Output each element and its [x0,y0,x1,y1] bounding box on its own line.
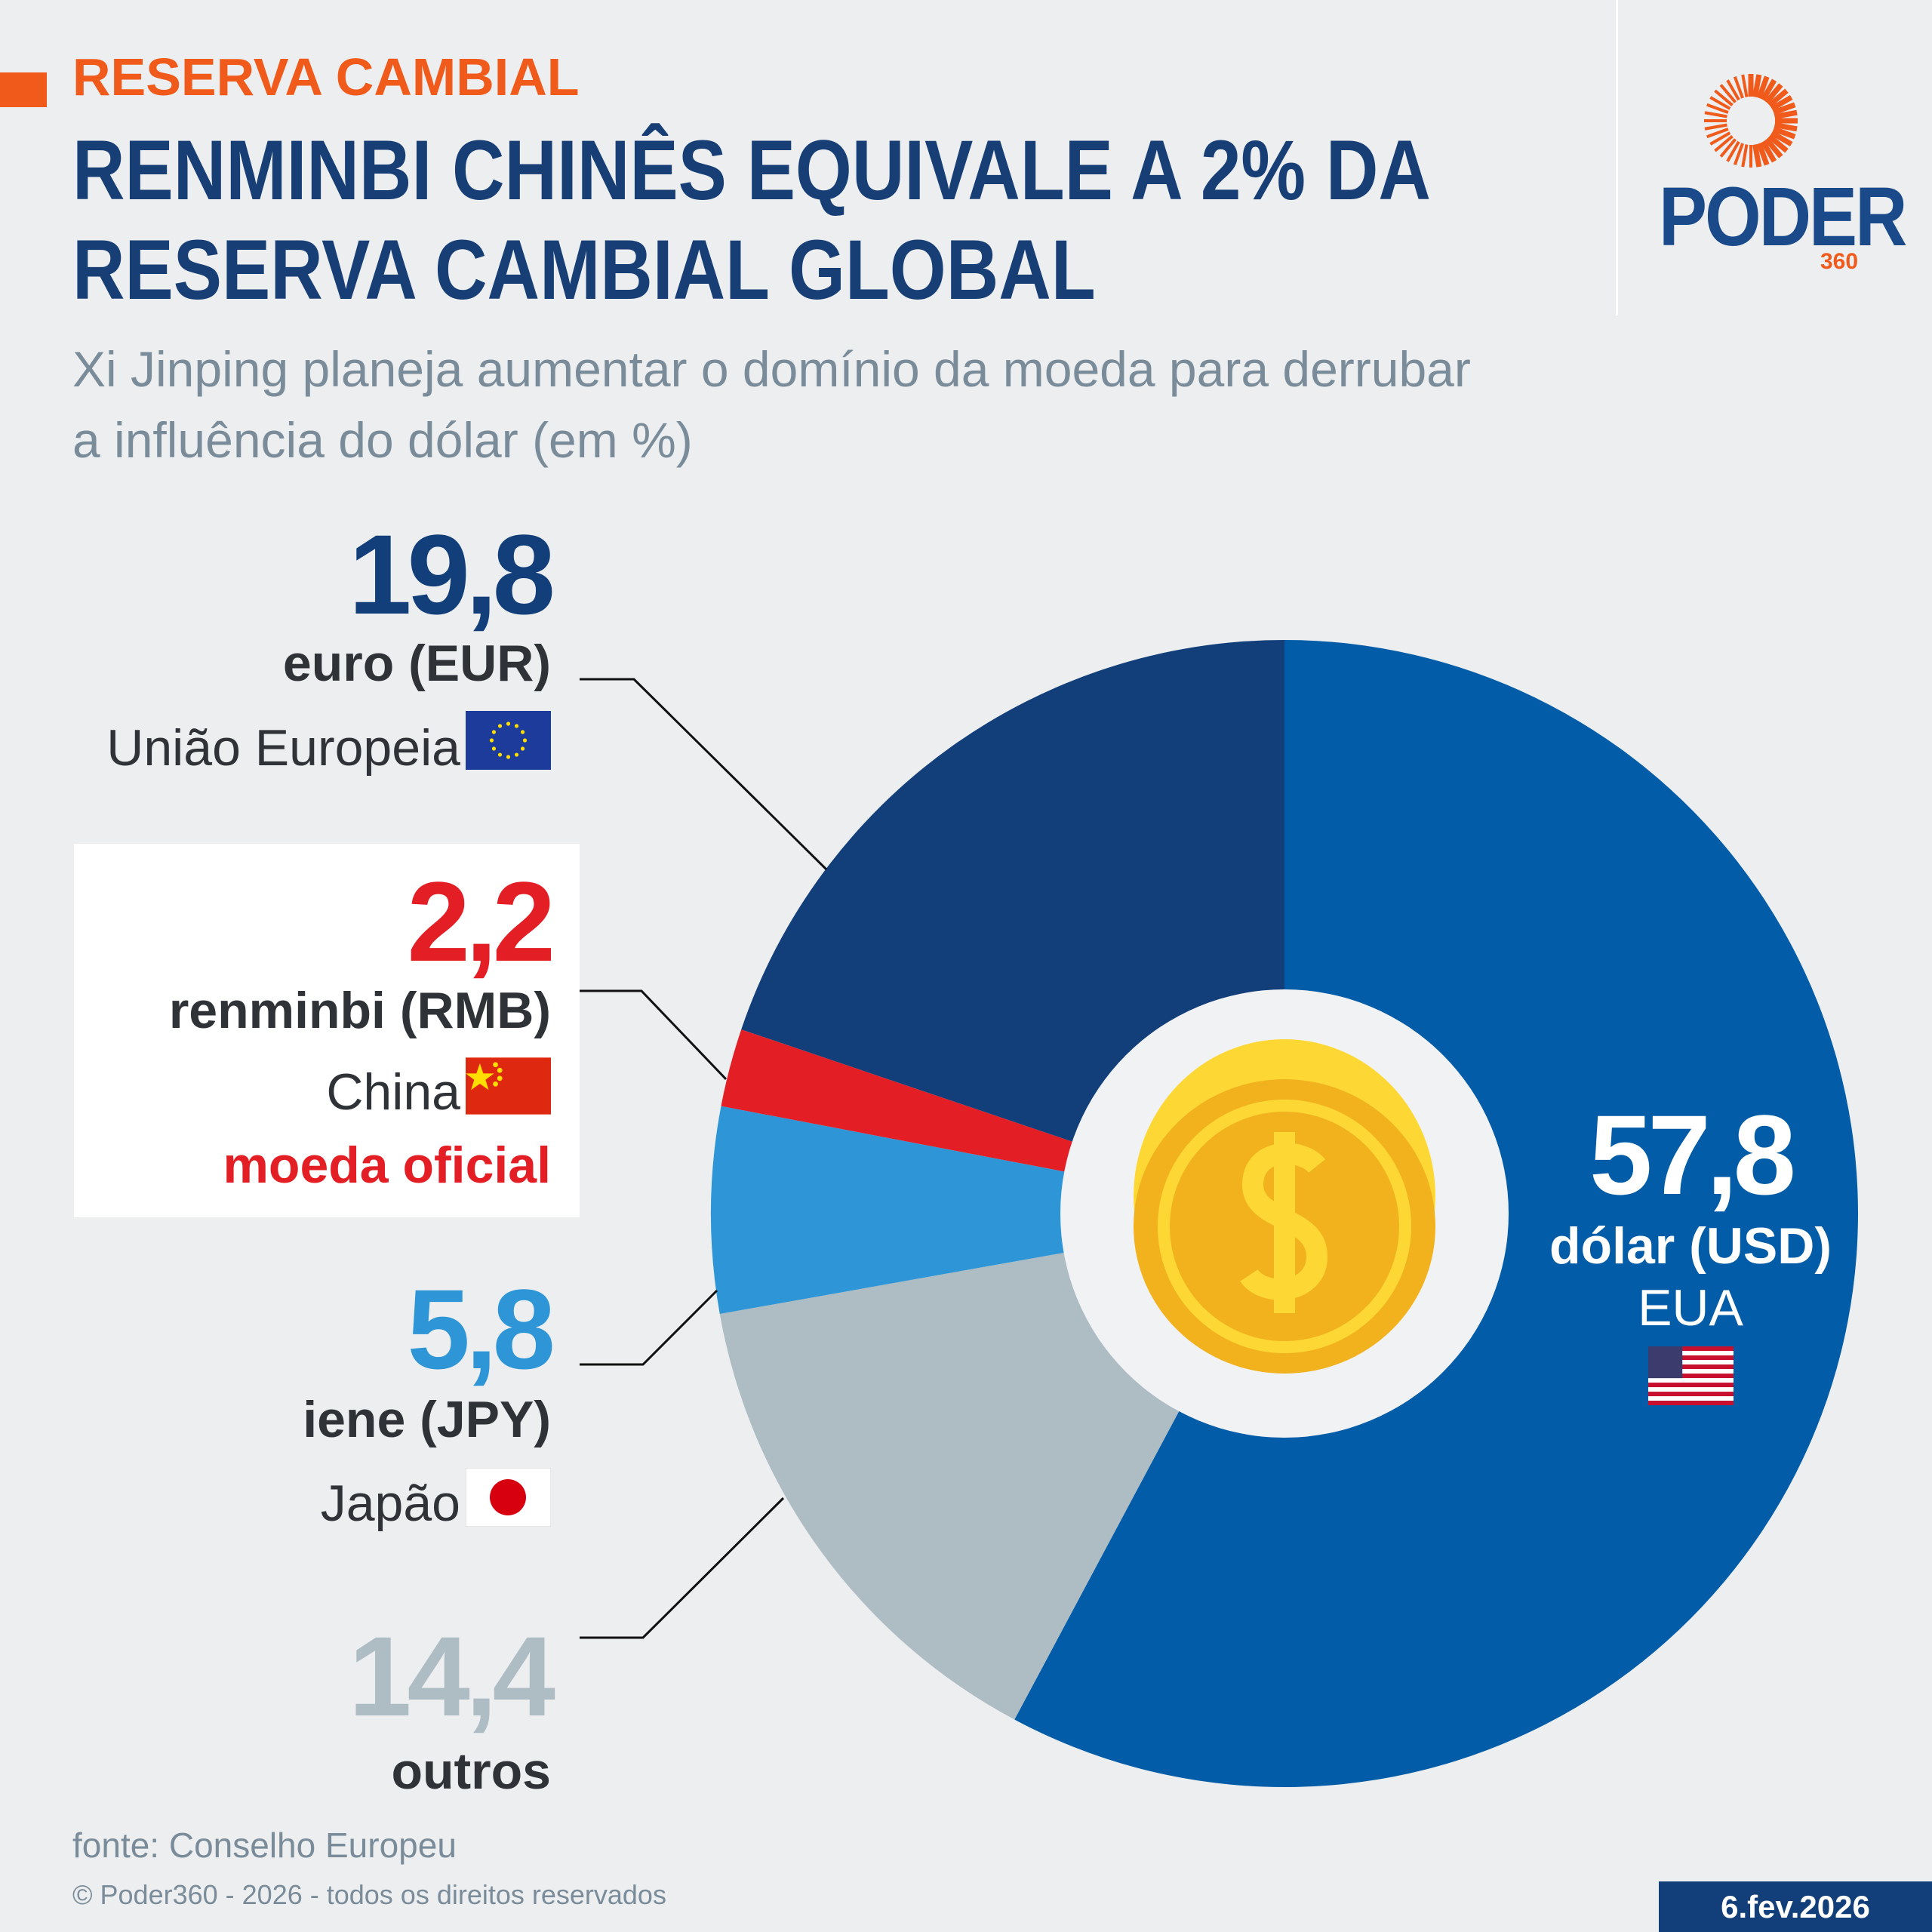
sun-ray [1704,123,1727,131]
label-rmb-note: moeda oficial [223,1137,551,1194]
sun-ray [1770,130,1793,147]
sun-ray [1752,143,1762,168]
sun-ray [1752,74,1762,98]
source: fonte: Conselho Europeu [72,1826,457,1865]
sun-ray [1726,140,1740,162]
sun-ray [1719,138,1737,158]
us-flag-icon [1647,1346,1734,1405]
sun-ray [1733,143,1744,165]
label-jpy-value: 5,8 [407,1266,555,1392]
eu-star-icon [491,730,497,734]
sun-ray [1774,122,1798,132]
label-usd-country: EUA [1638,1279,1743,1337]
subtitle: Xi Jinping planeja aumentar o domínio da… [72,341,1471,468]
label-rmb-value: 2,2 [407,858,555,985]
eu-star-icon [514,724,519,728]
label-eur-value: 19,8 [349,511,555,638]
eu-star-icon [506,755,511,759]
label-jpy-country: Japão [320,1475,460,1532]
sun-ray [1767,88,1789,108]
sun-ray [1760,78,1777,102]
slice-jpy [711,1106,1284,1315]
eu-star-icon [506,721,511,726]
highlight-box-rmb [74,844,580,1217]
sun-ray [1706,128,1729,139]
sun-ray [1772,126,1796,140]
kicker-bar [0,72,47,107]
sun-ray [1770,94,1793,112]
sun-ray [1714,135,1734,152]
sun-ray [1733,76,1744,99]
logo-360: 360 [1820,249,1859,274]
divider [1616,0,1618,315]
label-eur-country: União Europeia [106,719,460,777]
sun-ray [1760,140,1777,163]
sun-ray [1772,102,1796,115]
label-usd-currency: dólar (USD) [1549,1217,1832,1275]
logo-sun-icon [1704,74,1798,168]
eu-star-icon [491,746,497,751]
sun-ray [1741,74,1749,97]
sun-ray [1726,79,1740,101]
sun-ray [1706,103,1729,114]
label-usd-value: 57,8 [1589,1091,1796,1218]
eu-star-icon [514,752,519,757]
label-rmb-country: China [326,1063,460,1121]
japan-flag-icon [466,1468,551,1527]
sun-ray [1764,137,1783,158]
eu-star-icon [520,746,525,751]
leader-jpy [580,1289,718,1366]
eu-star-icon [497,724,503,728]
page-title: RENMINBI CHINÊS EQUIVALE A 2% DA RESERVA… [72,123,1429,317]
date-badge: 6.fev.2026 [1659,1881,1932,1932]
sun-ray [1756,75,1770,100]
label-jpy-currency: iene (JPY) [303,1391,551,1448]
eu-flag-icon [466,711,551,770]
leader-outros [580,1497,785,1639]
label-outros-value: 14,4 [349,1613,555,1740]
eu-star-icon [520,730,525,734]
sun-ray [1774,109,1798,119]
label-eur-currency: euro (EUR) [282,635,551,692]
logo-text: PODER [1659,171,1907,264]
dollar-coin-icon [1134,1039,1435,1374]
leader-euro [580,678,828,871]
sun-ray [1764,83,1783,104]
sun-ray [1704,111,1727,118]
label-rmb-currency: renminbi (RMB) [168,982,551,1039]
sun-ray [1714,89,1734,106]
copyright: © Poder360 - 2026 - todos os direitos re… [72,1879,666,1910]
leader-rmb [580,989,728,1081]
sun-ray [1741,144,1749,168]
eu-star-icon [489,738,494,743]
eu-star-icon [497,752,503,757]
china-flag-icon [466,1057,551,1115]
kicker: RESERVA CAMBIAL [72,48,580,106]
sun-ray [1709,96,1731,110]
eu-star-icon [522,738,528,743]
sun-ray [1756,142,1770,166]
sun-ray [1767,134,1789,153]
label-outros-currency: outros [391,1743,551,1800]
sun-ray [1709,131,1731,146]
sun-ray [1719,84,1737,103]
